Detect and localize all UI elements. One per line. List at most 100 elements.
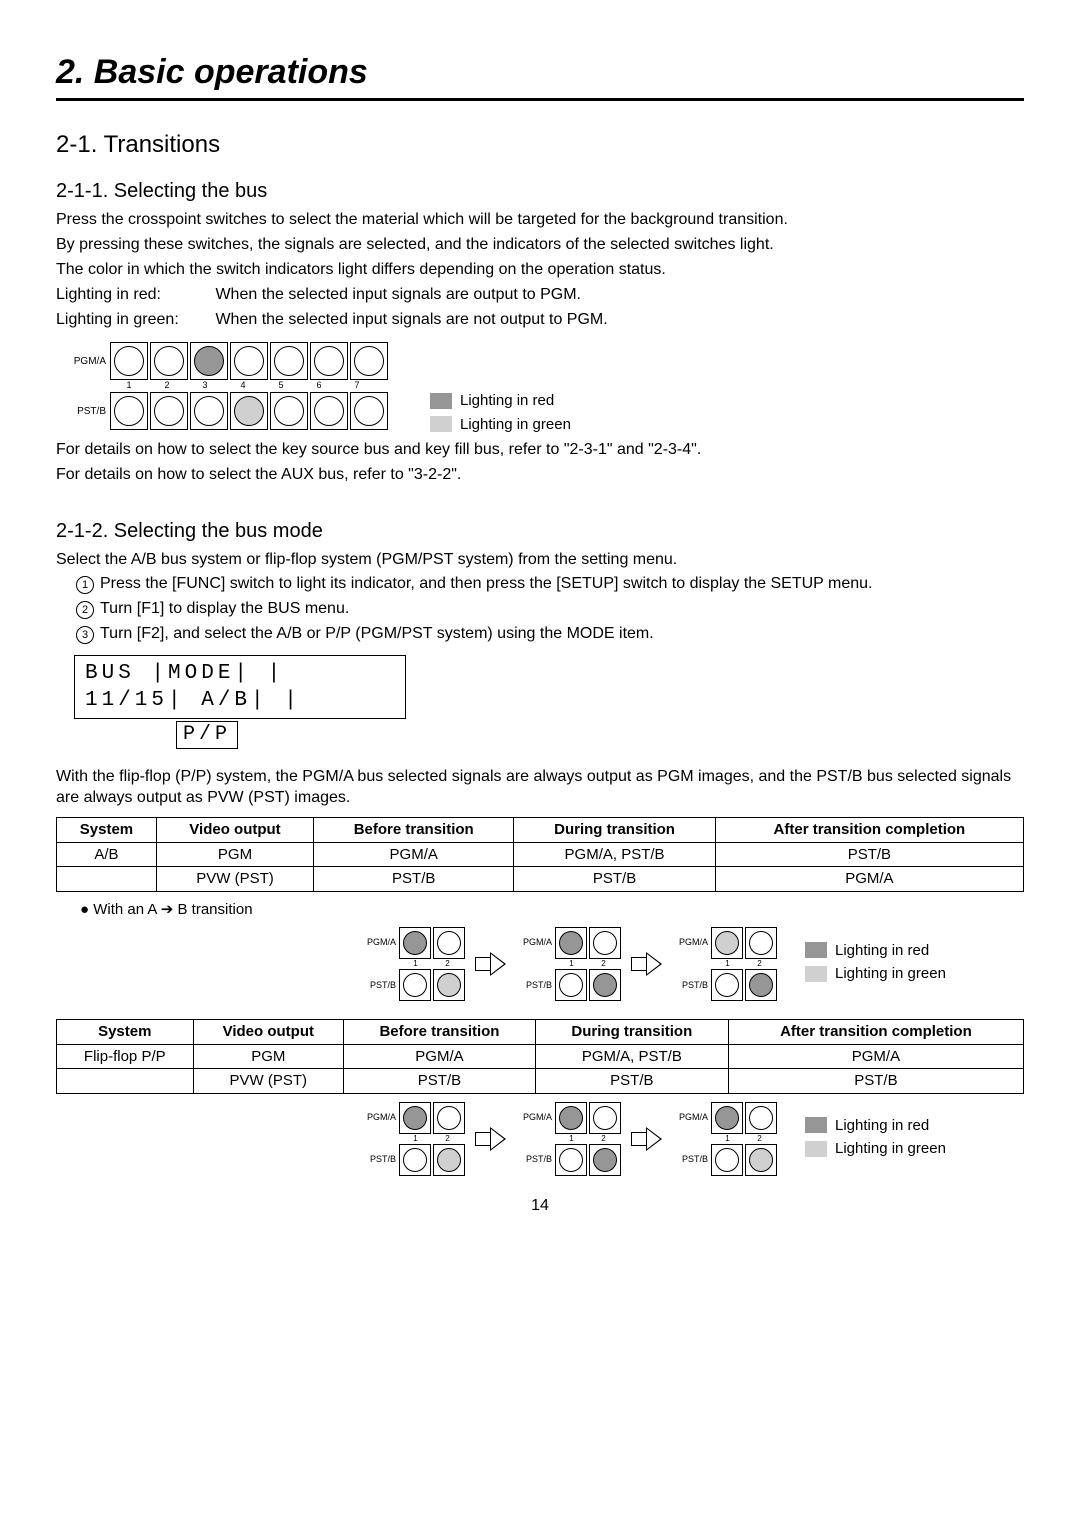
table-cell: PST/B [728, 1069, 1023, 1094]
step-num-1: 1 [76, 576, 94, 594]
button-indicator [234, 396, 264, 426]
legend-swatch-green-2 [805, 966, 827, 982]
table-row: PVW (PST)PST/BPST/BPGM/A [57, 867, 1024, 892]
subsection-2-title: 2-1-2. Selecting the bus mode [56, 518, 1024, 544]
table-cell: PST/B [535, 1069, 728, 1094]
crosspoint-button [745, 969, 777, 1001]
lcd-line1: BUS |MODE| | [85, 660, 395, 687]
table-header: System [57, 1020, 194, 1045]
button-indicator [194, 346, 224, 376]
button-indicator [354, 346, 384, 376]
button-number: 5 [262, 380, 300, 392]
button-indicator [437, 1148, 461, 1172]
crosspoint-button [555, 927, 587, 959]
step-2-text: Turn [F1] to display the BUS menu. [100, 600, 349, 617]
table-cell: PGM [193, 1044, 344, 1069]
table-header: System [57, 818, 157, 843]
legend-ab: Lighting in red Lighting in green [805, 939, 946, 986]
transition-state: PGM/A12PST/B [358, 1102, 467, 1176]
crosspoint-button [433, 969, 465, 1001]
button-indicator [274, 396, 304, 426]
button-indicator [154, 346, 184, 376]
table-cell: Flip-flop P/P [57, 1044, 194, 1069]
button-indicator [715, 1106, 739, 1130]
table-cell: PGM/A [344, 1044, 536, 1069]
arrow-icon [631, 952, 662, 976]
legend-red-text: Lighting in red [460, 391, 554, 411]
bus-button-diagram: PGM/A1234567PST/B [56, 342, 390, 430]
button-number: 1 [400, 1134, 432, 1144]
button-number: 1 [712, 959, 744, 969]
table-ab: SystemVideo outputBefore transitionDurin… [56, 817, 1024, 892]
row-label: PGM/A [358, 1112, 399, 1124]
table-cell: PGM/A [314, 842, 514, 867]
row-label: PST/B [358, 1154, 399, 1166]
legend-pp: Lighting in red Lighting in green [805, 1114, 946, 1161]
legend: Lighting in red Lighting in green [430, 389, 571, 436]
crosspoint-button [399, 969, 431, 1001]
button-indicator [715, 1148, 739, 1172]
crosspoint-button [270, 392, 308, 430]
transition-state: PGM/A12PST/B [670, 1102, 779, 1176]
transition-diagram-pp: PGM/A12PST/BPGM/A12PST/BPGM/A12PST/B [356, 1102, 781, 1176]
sub2-para: With the flip-flop (P/P) system, the PGM… [56, 767, 1024, 809]
section-title: 2-1. Transitions [56, 129, 1024, 160]
table-cell [57, 1069, 194, 1094]
legend-red-3: Lighting in red [835, 1116, 929, 1136]
row-label: PST/B [670, 980, 711, 992]
sub1-p2: By pressing these switches, the signals … [56, 235, 1024, 256]
table-cell: PGM [156, 842, 313, 867]
crosspoint-button [555, 969, 587, 1001]
transition-state: PGM/A12PST/B [514, 927, 623, 1001]
table-row: PVW (PST)PST/BPST/BPST/B [57, 1069, 1024, 1094]
table-header: Before transition [344, 1020, 536, 1045]
crosspoint-button [110, 342, 148, 380]
button-indicator [114, 346, 144, 376]
crosspoint-button [555, 1102, 587, 1134]
button-indicator [559, 973, 583, 997]
table-cell: PGM/A [715, 867, 1023, 892]
button-indicator [593, 931, 617, 955]
lighting-red-text: When the selected input signals are outp… [215, 286, 581, 303]
row-label: PST/B [514, 1154, 555, 1166]
crosspoint-button [711, 1144, 743, 1176]
table-pp: SystemVideo outputBefore transitionDurin… [56, 1019, 1024, 1094]
row-label: PGM/A [670, 937, 711, 949]
button-indicator [437, 1106, 461, 1130]
button-number: 2 [588, 1134, 620, 1144]
button-number: 2 [744, 1134, 776, 1144]
table-row: Flip-flop P/PPGMPGM/APGM/A, PST/BPGM/A [57, 1044, 1024, 1069]
button-indicator [114, 396, 144, 426]
table-cell: PST/B [514, 867, 715, 892]
legend-swatch-red [430, 393, 452, 409]
step-3: 3Turn [F2], and select the A/B or P/P (P… [76, 624, 1024, 645]
button-number: 1 [110, 380, 148, 392]
button-number: 7 [338, 380, 376, 392]
crosspoint-button [399, 927, 431, 959]
row-label: PST/B [358, 980, 399, 992]
crosspoint-button [589, 1102, 621, 1134]
lighting-green-label: Lighting in green: [56, 310, 211, 331]
legend-red-2: Lighting in red [835, 941, 929, 961]
button-indicator [274, 346, 304, 376]
button-number: 1 [556, 959, 588, 969]
note-ab-transition: ● With an A ➔ B transition [80, 900, 253, 920]
button-indicator [749, 973, 773, 997]
button-indicator [593, 973, 617, 997]
crosspoint-button [110, 392, 148, 430]
table-cell: PST/B [344, 1069, 536, 1094]
button-indicator [234, 346, 264, 376]
button-indicator [715, 931, 739, 955]
button-indicator [559, 1148, 583, 1172]
button-indicator [314, 396, 344, 426]
lcd-sub-option: P/P [176, 721, 238, 749]
step-num-2: 2 [76, 601, 94, 619]
table-header: After transition completion [728, 1020, 1023, 1045]
table-cell: PGM/A, PST/B [514, 842, 715, 867]
button-indicator [314, 346, 344, 376]
lighting-red-label: Lighting in red: [56, 285, 211, 306]
crosspoint-button [230, 392, 268, 430]
table-cell: PST/B [314, 867, 514, 892]
table-header: During transition [514, 818, 715, 843]
crosspoint-button [399, 1144, 431, 1176]
